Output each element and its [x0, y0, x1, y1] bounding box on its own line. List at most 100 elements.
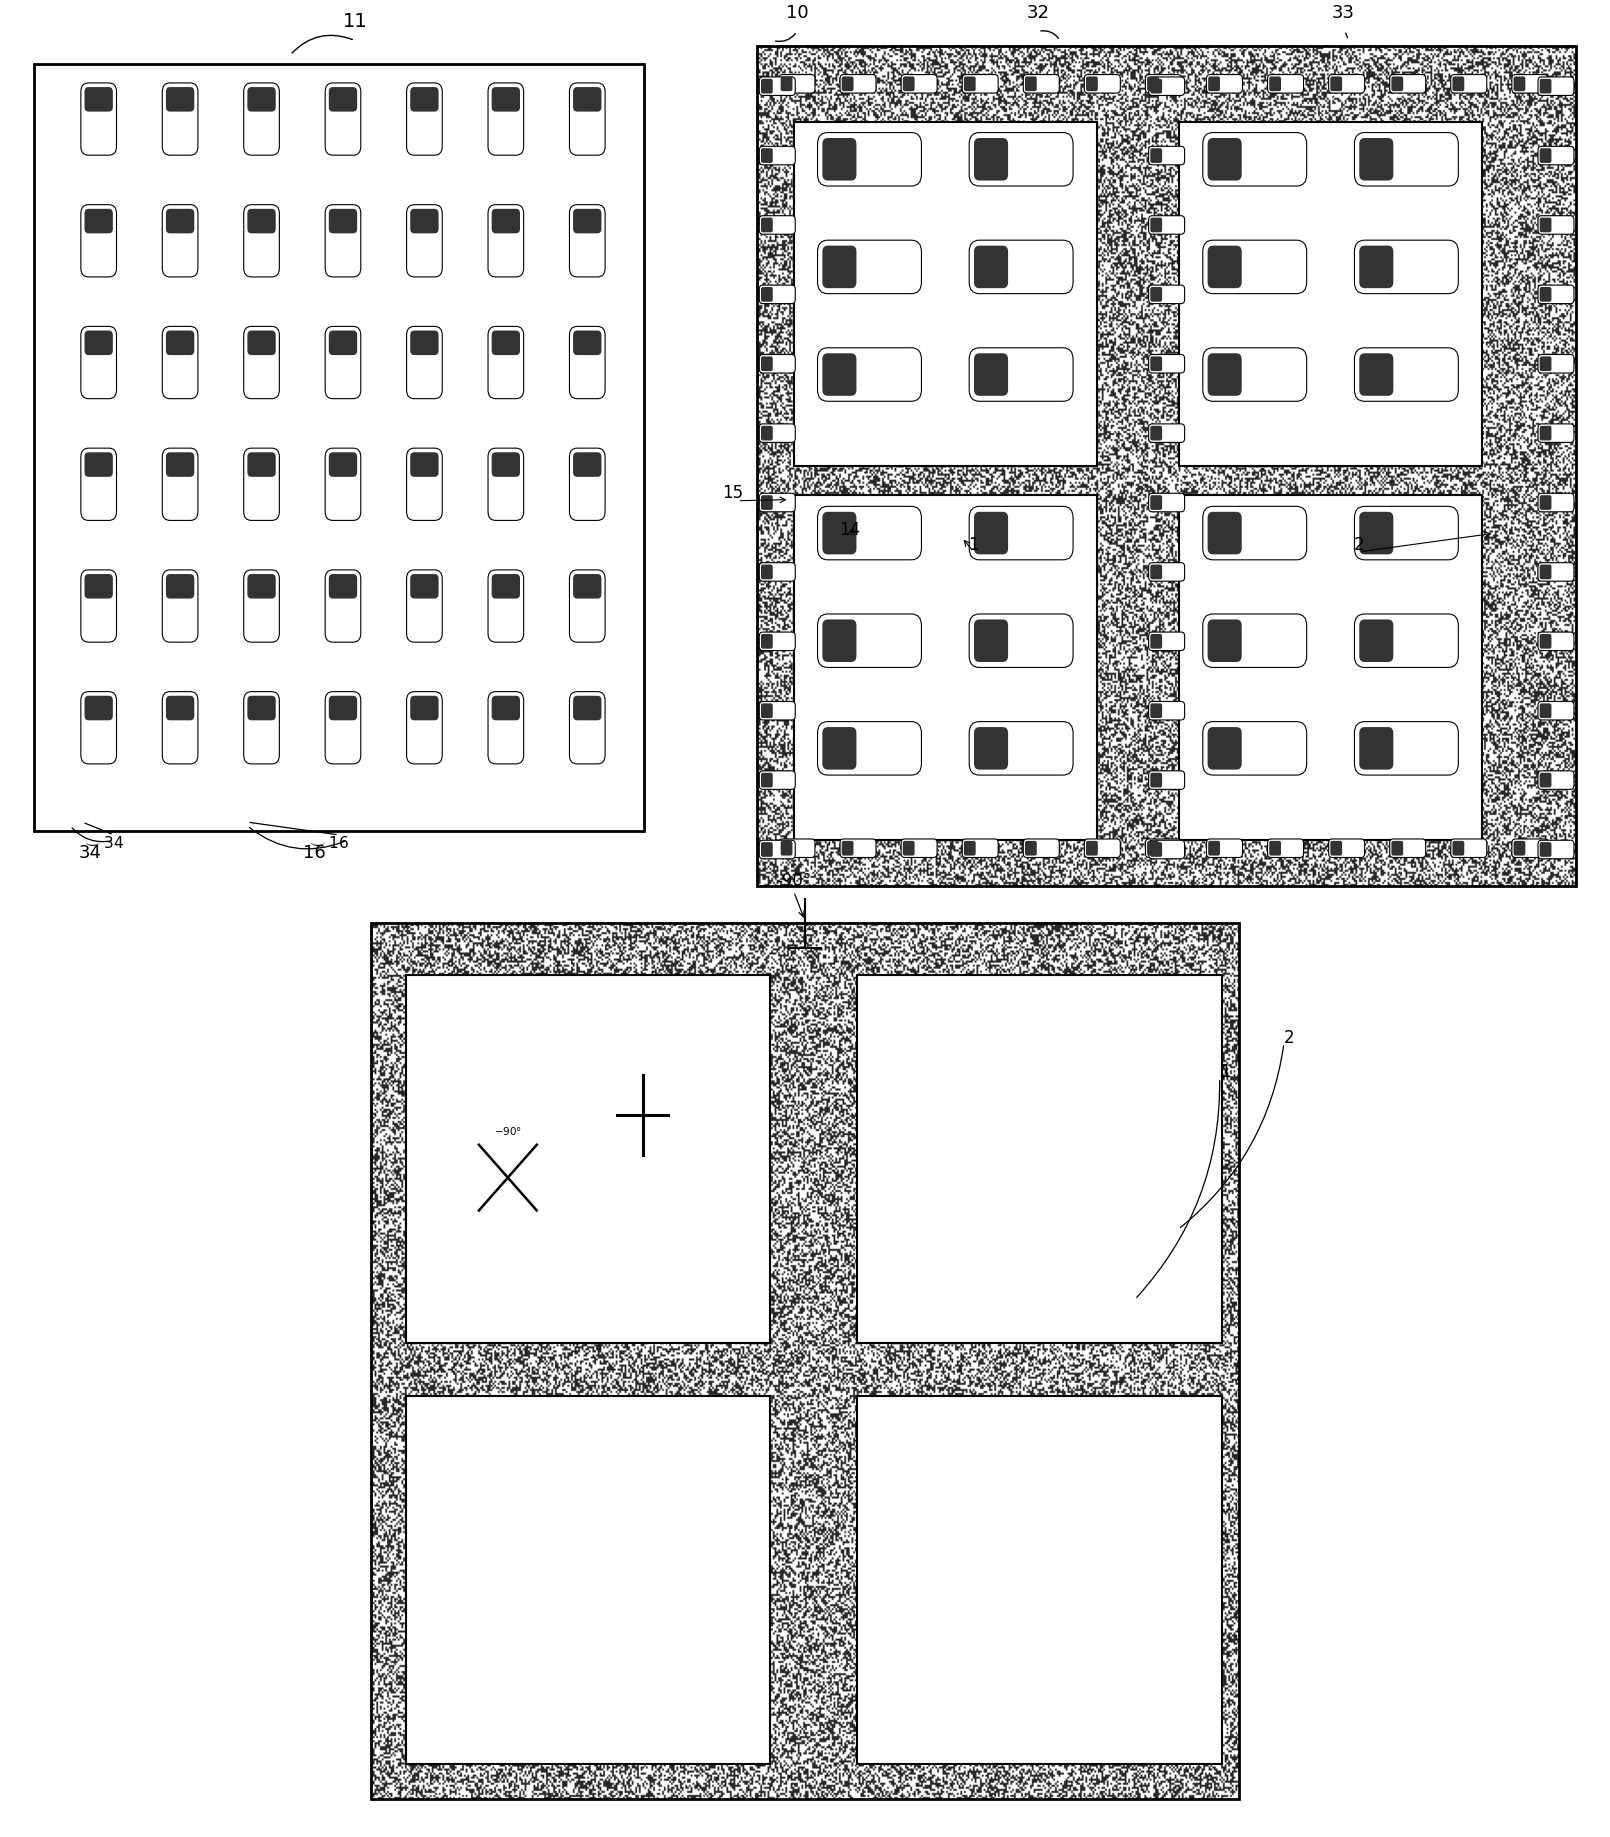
FancyBboxPatch shape — [1203, 722, 1307, 775]
FancyBboxPatch shape — [243, 569, 280, 643]
FancyBboxPatch shape — [1538, 424, 1575, 443]
FancyBboxPatch shape — [1026, 77, 1037, 92]
FancyBboxPatch shape — [1391, 841, 1404, 856]
FancyBboxPatch shape — [1539, 149, 1552, 163]
FancyBboxPatch shape — [163, 448, 198, 520]
FancyBboxPatch shape — [570, 448, 605, 520]
FancyBboxPatch shape — [488, 204, 523, 277]
FancyBboxPatch shape — [1203, 241, 1307, 294]
FancyBboxPatch shape — [1389, 75, 1426, 94]
Text: 16: 16 — [303, 843, 327, 862]
FancyBboxPatch shape — [407, 204, 443, 277]
FancyBboxPatch shape — [781, 841, 792, 856]
FancyBboxPatch shape — [903, 77, 914, 92]
FancyBboxPatch shape — [1150, 287, 1162, 301]
FancyBboxPatch shape — [1538, 840, 1575, 858]
FancyBboxPatch shape — [823, 246, 857, 288]
FancyBboxPatch shape — [964, 77, 976, 92]
FancyBboxPatch shape — [1024, 75, 1059, 94]
FancyBboxPatch shape — [969, 241, 1074, 294]
FancyBboxPatch shape — [760, 424, 795, 443]
FancyBboxPatch shape — [407, 327, 443, 399]
FancyBboxPatch shape — [1150, 773, 1162, 788]
Bar — [794, 121, 1096, 467]
Text: $\smile$16: $\smile$16 — [308, 834, 349, 851]
FancyBboxPatch shape — [842, 77, 853, 92]
FancyBboxPatch shape — [248, 86, 275, 112]
FancyBboxPatch shape — [1208, 513, 1241, 555]
Bar — [1179, 496, 1483, 840]
FancyBboxPatch shape — [760, 285, 795, 303]
FancyBboxPatch shape — [166, 209, 195, 233]
FancyBboxPatch shape — [491, 452, 520, 478]
FancyBboxPatch shape — [80, 327, 116, 399]
FancyBboxPatch shape — [1087, 77, 1098, 92]
FancyBboxPatch shape — [84, 452, 113, 478]
FancyBboxPatch shape — [760, 840, 795, 858]
Text: 10: 10 — [786, 4, 808, 22]
FancyBboxPatch shape — [974, 246, 1008, 288]
FancyBboxPatch shape — [1148, 77, 1185, 96]
FancyBboxPatch shape — [1389, 840, 1426, 858]
FancyBboxPatch shape — [407, 448, 443, 520]
FancyBboxPatch shape — [1087, 841, 1098, 856]
FancyBboxPatch shape — [163, 569, 198, 643]
FancyBboxPatch shape — [762, 564, 773, 579]
Text: 32: 32 — [1027, 4, 1050, 22]
FancyBboxPatch shape — [1538, 562, 1575, 580]
FancyBboxPatch shape — [963, 840, 998, 858]
FancyBboxPatch shape — [974, 513, 1008, 555]
FancyBboxPatch shape — [1208, 138, 1241, 180]
FancyBboxPatch shape — [80, 569, 116, 643]
FancyBboxPatch shape — [964, 841, 976, 856]
FancyBboxPatch shape — [84, 696, 113, 720]
Text: 14: 14 — [839, 522, 861, 538]
FancyBboxPatch shape — [243, 691, 280, 764]
FancyBboxPatch shape — [411, 86, 438, 112]
FancyBboxPatch shape — [163, 204, 198, 277]
Bar — [406, 975, 770, 1343]
FancyBboxPatch shape — [1150, 564, 1162, 579]
FancyBboxPatch shape — [1328, 840, 1365, 858]
FancyBboxPatch shape — [969, 132, 1074, 186]
FancyBboxPatch shape — [488, 691, 523, 764]
FancyBboxPatch shape — [1148, 494, 1185, 513]
FancyBboxPatch shape — [818, 347, 921, 400]
FancyBboxPatch shape — [762, 287, 773, 301]
FancyBboxPatch shape — [1206, 75, 1243, 94]
FancyBboxPatch shape — [1150, 426, 1162, 441]
FancyBboxPatch shape — [84, 86, 113, 112]
FancyBboxPatch shape — [781, 77, 792, 92]
FancyBboxPatch shape — [491, 209, 520, 233]
FancyBboxPatch shape — [84, 573, 113, 599]
FancyBboxPatch shape — [248, 696, 275, 720]
FancyBboxPatch shape — [325, 204, 361, 277]
Text: $\smile$34: $\smile$34 — [82, 834, 124, 851]
FancyBboxPatch shape — [1085, 840, 1121, 858]
FancyBboxPatch shape — [1539, 287, 1552, 301]
FancyBboxPatch shape — [248, 209, 275, 233]
FancyBboxPatch shape — [328, 452, 357, 478]
FancyBboxPatch shape — [974, 727, 1008, 770]
FancyBboxPatch shape — [1539, 841, 1552, 856]
FancyBboxPatch shape — [1538, 147, 1575, 165]
FancyBboxPatch shape — [974, 138, 1008, 180]
FancyBboxPatch shape — [80, 83, 116, 154]
FancyBboxPatch shape — [1146, 77, 1159, 92]
FancyBboxPatch shape — [762, 356, 773, 371]
FancyBboxPatch shape — [1203, 507, 1307, 560]
FancyBboxPatch shape — [1512, 75, 1547, 94]
FancyBboxPatch shape — [491, 331, 520, 355]
FancyBboxPatch shape — [974, 353, 1008, 395]
FancyBboxPatch shape — [1539, 564, 1552, 579]
FancyBboxPatch shape — [760, 147, 795, 165]
FancyBboxPatch shape — [1148, 285, 1185, 303]
FancyBboxPatch shape — [760, 562, 795, 580]
FancyBboxPatch shape — [570, 569, 605, 643]
FancyBboxPatch shape — [488, 569, 523, 643]
FancyBboxPatch shape — [1359, 353, 1393, 395]
FancyBboxPatch shape — [411, 209, 438, 233]
FancyBboxPatch shape — [1085, 75, 1121, 94]
FancyBboxPatch shape — [1328, 75, 1365, 94]
FancyBboxPatch shape — [762, 426, 773, 441]
